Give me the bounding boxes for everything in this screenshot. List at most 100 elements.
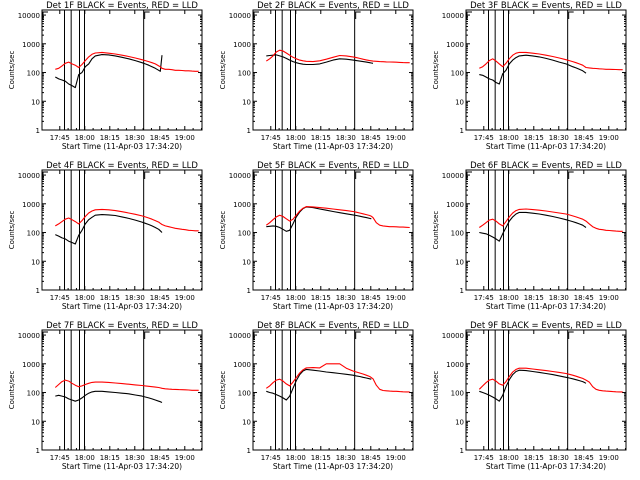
y-tick-label: 1000 <box>22 41 40 49</box>
x-axis-label: Start Time (11-Apr-03 17:34:20) <box>62 302 182 311</box>
detector-panel: Det 5F BLACK = Events, RED = LLD 1 10 100 10… <box>219 161 414 311</box>
x-tick-label: 18:30 <box>336 134 356 142</box>
x-tick-label: 18:15 <box>524 294 544 302</box>
x-tick-label: 18:30 <box>125 454 145 462</box>
y-tick-label: 1000 <box>446 201 464 209</box>
y-tick-label: 100 <box>238 230 251 238</box>
x-tick-label: 18:30 <box>549 454 569 462</box>
x-tick-label: 19:00 <box>175 134 195 142</box>
x-tick-label: 18:00 <box>499 294 519 302</box>
detector-panel: Det 1F BLACK = Events, RED = LLD 1 10 100 10… <box>8 1 203 151</box>
y-tick-label: 1 <box>247 287 251 295</box>
y-tick-label: 1000 <box>233 361 251 369</box>
x-tick-label: 17:45 <box>261 294 281 302</box>
corner-marker <box>355 171 361 179</box>
y-tick-label: 1 <box>36 447 40 455</box>
panel-title: Det 2F BLACK = Events, RED = LLD <box>257 1 409 11</box>
x-tick-label: 18:45 <box>150 294 170 302</box>
y-tick-label: 10000 <box>442 172 464 180</box>
corner-marker <box>568 171 574 179</box>
y-tick-label: 10000 <box>229 332 251 340</box>
x-tick-label: 18:15 <box>311 134 331 142</box>
corner-marker <box>466 171 472 179</box>
x-tick-label: 18:00 <box>75 454 95 462</box>
panel-title: Det 4F BLACK = Events, RED = LLD <box>46 161 198 171</box>
y-tick-label: 100 <box>238 390 251 398</box>
corner-marker <box>568 11 574 19</box>
y-tick-label: 1000 <box>446 41 464 49</box>
y-tick-label: 1000 <box>22 361 40 369</box>
corner-marker <box>144 11 150 19</box>
panel-title: Det 3F BLACK = Events, RED = LLD <box>470 1 622 11</box>
y-tick-label: 1 <box>247 447 251 455</box>
y-tick-label: 1 <box>36 127 40 135</box>
x-tick-label: 19:00 <box>386 134 406 142</box>
corner-marker <box>42 11 48 19</box>
events-series-line <box>266 368 372 401</box>
y-tick-label: 10000 <box>18 12 40 20</box>
x-tick-label: 17:45 <box>474 294 494 302</box>
y-axis-label: Counts/sec <box>219 371 227 410</box>
lld-series-line <box>479 51 623 71</box>
y-tick-label: 10 <box>455 258 464 266</box>
plot-frame <box>252 9 414 131</box>
x-axis-label: Start Time (11-Apr-03 17:34:20) <box>273 142 393 151</box>
y-tick-label: 1000 <box>22 201 40 209</box>
events-series-line <box>55 214 163 245</box>
y-tick-label: 100 <box>27 70 40 78</box>
y-tick-label: 10000 <box>18 172 40 180</box>
corner-marker <box>144 331 150 339</box>
events-series-line <box>479 369 587 402</box>
detector-panel: Det 8F BLACK = Events, RED = LLD 1 10 100 10… <box>219 321 414 471</box>
x-tick-label: 18:30 <box>125 134 145 142</box>
y-tick-label: 10 <box>31 418 40 426</box>
corner-marker <box>355 331 361 339</box>
y-tick-label: 10 <box>455 98 464 106</box>
x-tick-label: 18:45 <box>150 134 170 142</box>
events-series-line <box>55 54 163 89</box>
y-axis-label: Counts/sec <box>8 51 16 90</box>
x-tick-label: 18:15 <box>311 294 331 302</box>
x-tick-label: 17:45 <box>261 134 281 142</box>
corner-marker <box>253 171 259 179</box>
plot-frame <box>41 329 203 451</box>
plot-frame <box>465 329 627 451</box>
x-tick-label: 17:45 <box>474 454 494 462</box>
y-tick-label: 100 <box>451 70 464 78</box>
y-axis-label: Counts/sec <box>432 371 440 410</box>
lld-series-line <box>478 367 623 393</box>
x-tick-label: 19:00 <box>386 454 406 462</box>
y-tick-label: 10000 <box>18 332 40 340</box>
y-tick-label: 10 <box>455 418 464 426</box>
y-tick-label: 100 <box>238 70 251 78</box>
x-tick-label: 18:00 <box>75 294 95 302</box>
x-tick-label: 18:30 <box>336 454 356 462</box>
x-axis-label: Start Time (11-Apr-03 17:34:20) <box>62 142 182 151</box>
panel-title: Det 7F BLACK = Events, RED = LLD <box>46 321 198 331</box>
lld-series-line <box>265 363 410 393</box>
x-tick-label: 18:15 <box>524 134 544 142</box>
x-tick-label: 18:00 <box>286 294 306 302</box>
lld-series-line <box>55 51 199 72</box>
y-tick-label: 1000 <box>233 41 251 49</box>
panel-title: Det 5F BLACK = Events, RED = LLD <box>257 161 409 171</box>
y-axis-label: Counts/sec <box>8 371 16 410</box>
x-tick-label: 18:15 <box>100 294 120 302</box>
x-tick-label: 19:00 <box>175 454 195 462</box>
x-tick-label: 18:15 <box>311 454 331 462</box>
y-tick-label: 1000 <box>233 201 251 209</box>
y-tick-label: 10 <box>31 258 40 266</box>
y-axis-label: Counts/sec <box>219 211 227 250</box>
x-tick-label: 18:00 <box>286 454 306 462</box>
corner-marker <box>42 171 48 179</box>
plot-frame <box>252 169 414 291</box>
panel-title: Det 9F BLACK = Events, RED = LLD <box>470 321 622 331</box>
corner-marker <box>466 331 472 339</box>
corner-marker <box>355 11 361 19</box>
lld-series-line <box>55 208 199 232</box>
lld-series-line <box>54 379 199 391</box>
x-tick-label: 19:00 <box>599 134 619 142</box>
x-tick-label: 18:30 <box>549 134 569 142</box>
x-tick-label: 18:15 <box>524 454 544 462</box>
